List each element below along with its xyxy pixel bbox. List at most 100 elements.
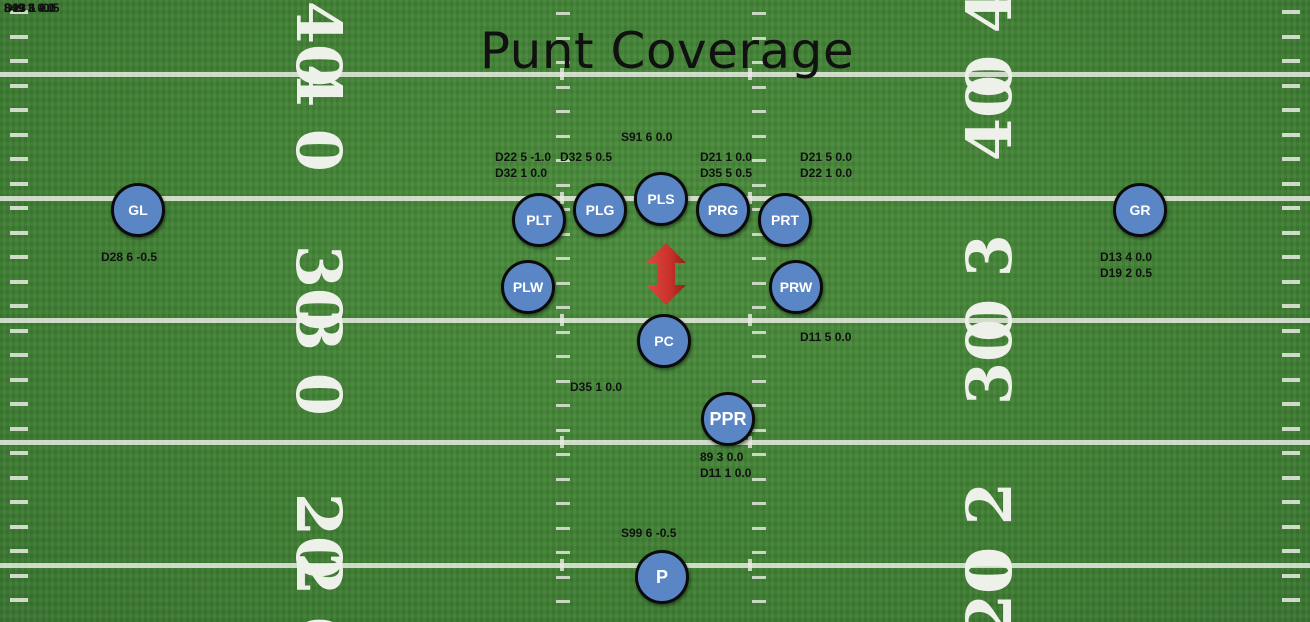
side-hash-mark <box>1282 84 1300 88</box>
note-pc: D35 1 0.0 <box>570 380 623 394</box>
player-plg[interactable]: PLG <box>573 183 627 237</box>
inbound-hash-mark <box>752 502 766 505</box>
inbound-hash-mark <box>556 37 570 40</box>
inbound-hash-mark <box>556 576 570 579</box>
inbound-hash-mark <box>556 551 570 554</box>
inbound-hash-mark <box>752 453 766 456</box>
yard-hash-tick <box>748 559 752 571</box>
side-hash-mark <box>10 280 28 284</box>
yard-hash-tick <box>560 436 564 448</box>
yard-line <box>0 72 1310 77</box>
player-prw[interactable]: PRW <box>769 260 823 314</box>
player-prt[interactable]: PRT <box>758 193 812 247</box>
player-p[interactable]: P <box>635 550 689 604</box>
side-hash-mark <box>1282 549 1300 553</box>
side-hash-mark <box>10 59 28 63</box>
yard-number: 3 0 <box>282 308 355 416</box>
side-hash-mark <box>10 476 28 480</box>
yard-hash-tick <box>560 68 564 80</box>
inbound-hash-mark <box>752 159 766 162</box>
double-vertical-arrow-icon <box>646 243 686 305</box>
side-hash-mark <box>10 304 28 308</box>
inbound-hash-mark <box>752 12 766 15</box>
inbound-hash-mark <box>752 184 766 187</box>
side-hash-mark <box>10 353 28 357</box>
side-hash-mark <box>10 231 28 235</box>
inbound-hash-mark <box>752 600 766 603</box>
inbound-hash-mark <box>556 257 570 260</box>
inbound-hash-mark <box>752 282 766 285</box>
note-prw: D11 5 0.0 <box>800 330 852 344</box>
inbound-hash-mark <box>556 12 570 15</box>
side-hash-mark <box>10 35 28 39</box>
inbound-hash-mark <box>556 600 570 603</box>
inbound-hash-mark <box>556 380 570 383</box>
side-hash-mark <box>10 525 28 529</box>
side-hash-mark <box>1282 108 1300 112</box>
inbound-hash-mark <box>752 61 766 64</box>
inbound-hash-mark <box>752 37 766 40</box>
yard-hash-tick <box>748 192 752 204</box>
side-hash-mark <box>1282 598 1300 602</box>
side-hash-mark <box>1282 451 1300 455</box>
side-hash-mark <box>10 451 28 455</box>
inbound-hash-mark <box>752 551 766 554</box>
note-gl: D28 6 -0.5 <box>101 250 158 264</box>
player-plt[interactable]: PLT <box>512 193 566 247</box>
inbound-hash-mark <box>556 306 570 309</box>
inbound-hash-mark <box>752 331 766 334</box>
yard-number: 4 0 <box>282 64 355 172</box>
side-hash-mark <box>1282 35 1300 39</box>
side-hash-mark <box>1282 59 1300 63</box>
side-hash-mark <box>1282 402 1300 406</box>
side-hash-mark <box>1282 329 1300 333</box>
inbound-hash-mark <box>752 380 766 383</box>
yard-number: 30 <box>953 318 1026 406</box>
inbound-hash-mark <box>556 159 570 162</box>
note-prg: D21 1 0.0 D35 5 0.5 <box>700 150 753 180</box>
side-hash-mark <box>10 598 28 602</box>
player-prg[interactable]: PRG <box>696 183 750 237</box>
player-ppr[interactable]: PPR <box>701 392 755 446</box>
note-plt: D22 5 -1.0 D32 1 0.0 <box>495 150 552 180</box>
side-hash-mark <box>1282 353 1300 357</box>
player-gr[interactable]: GR <box>1113 183 1167 237</box>
inbound-hash-mark <box>752 110 766 113</box>
inbound-hash-mark <box>556 429 570 432</box>
side-hash-mark <box>1282 133 1300 137</box>
player-pc[interactable]: PC <box>637 314 691 368</box>
player-gl[interactable]: GL <box>111 183 165 237</box>
side-hash-mark <box>1282 182 1300 186</box>
overlay-label: S99 6 -0.5 <box>4 1 60 15</box>
side-hash-mark <box>1282 255 1300 259</box>
yard-line <box>0 440 1310 445</box>
side-hash-mark <box>10 182 28 186</box>
note-prt: D21 5 0.0 D22 1 0.0 <box>800 150 853 180</box>
player-pls[interactable]: PLS <box>634 172 688 226</box>
side-hash-mark <box>10 133 28 137</box>
note-plg: D32 5 0.5 <box>560 150 613 164</box>
side-hash-mark <box>10 157 28 161</box>
inbound-hash-mark <box>556 184 570 187</box>
inbound-hash-mark <box>752 478 766 481</box>
side-hash-mark <box>10 574 28 578</box>
inbound-hash-mark <box>556 135 570 138</box>
yard-hash-tick <box>748 314 752 326</box>
side-hash-mark <box>10 329 28 333</box>
side-hash-mark <box>1282 280 1300 284</box>
side-hash-mark <box>1282 206 1300 210</box>
inbound-hash-mark <box>752 306 766 309</box>
inbound-hash-mark <box>556 282 570 285</box>
side-hash-mark <box>1282 574 1300 578</box>
inbound-hash-mark <box>752 355 766 358</box>
player-plw[interactable]: PLW <box>501 260 555 314</box>
side-hash-mark <box>1282 157 1300 161</box>
yard-hash-tick <box>560 192 564 204</box>
note-gr: D13 4 0.0 D19 2 0.5 <box>1100 250 1153 280</box>
inbound-hash-mark <box>556 502 570 505</box>
yard-hash-tick <box>748 436 752 448</box>
inbound-hash-mark <box>556 61 570 64</box>
side-hash-mark <box>1282 525 1300 529</box>
side-hash-mark <box>10 402 28 406</box>
